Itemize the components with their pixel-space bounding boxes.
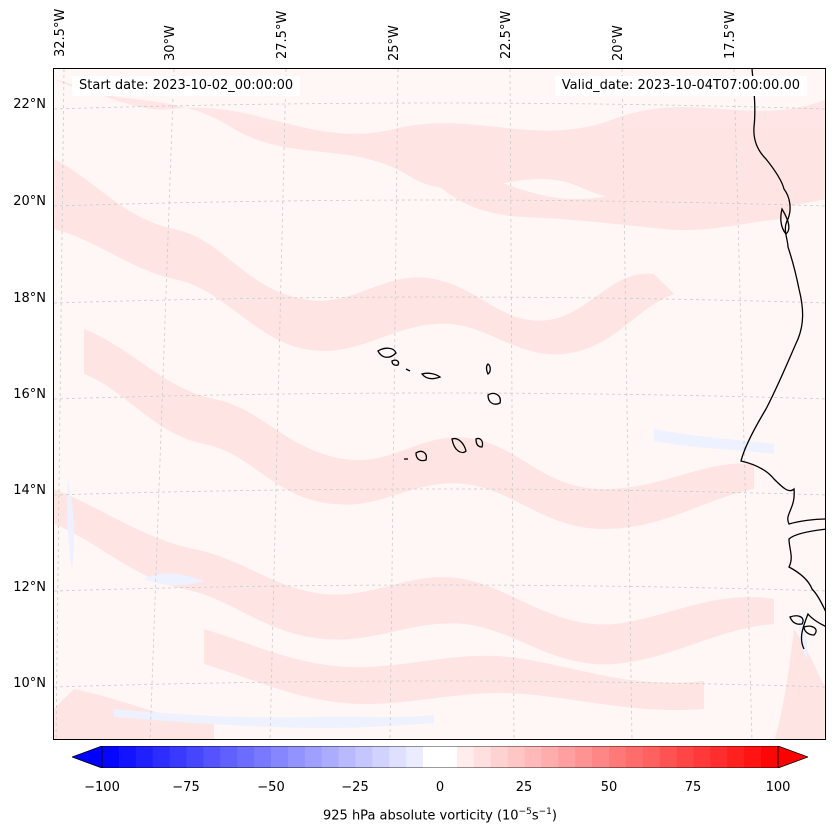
colorbar-cell (254, 746, 272, 768)
colorbar-cell (727, 746, 745, 768)
colorbar-cell (625, 746, 644, 768)
start-date-label: Start date: 2023-10-02_00:00:00 (72, 76, 301, 96)
colorbar-cell (169, 746, 187, 768)
colorbar-label-text: 925 hPa absolute vorticity (10 (323, 808, 519, 824)
colorbar-tick-50: 50 (600, 780, 618, 795)
colorbar-cell (237, 746, 255, 768)
colorbar-cell (693, 746, 711, 768)
colorbar-cell (676, 746, 694, 768)
colorbar (72, 746, 808, 768)
lat-label-18n: 18°N (13, 291, 46, 306)
colorbar-label-unit: s (531, 808, 539, 824)
lon-label-32-5w: 32.5°W (53, 8, 68, 57)
lat-label-20n: 20°N (13, 194, 46, 209)
colorbar-tick-100: 100 (765, 780, 791, 795)
coastline (740, 69, 825, 650)
colorbar-cell (440, 746, 458, 768)
colorbar-cell (507, 746, 525, 768)
colorbar-cell (135, 746, 154, 768)
colorbar-cell (220, 746, 238, 768)
colorbar-cell (287, 746, 306, 768)
colorbar-cell (186, 746, 204, 768)
colorbar-cell (118, 746, 137, 768)
colorbar-cell (490, 746, 509, 768)
colorbar-cell (102, 746, 120, 768)
positive-vorticity-field (54, 79, 825, 739)
colorbar-cell (203, 746, 221, 768)
lat-label-10n: 10°N (13, 676, 46, 691)
vorticity-map (54, 69, 825, 739)
colorbar-cell (541, 746, 559, 768)
colorbar-cell (642, 746, 661, 768)
colorbar-label: 925 hPa absolute vorticity (10−5s−1) (0, 807, 837, 823)
colorbar-cell (271, 746, 289, 768)
lat-label-16n: 16°N (13, 387, 46, 402)
map-panel[interactable] (53, 68, 826, 740)
colorbar-cell (710, 746, 728, 768)
colorbar-cell (592, 746, 610, 768)
lon-label-17-5w: 17.5°W (723, 10, 738, 59)
colorbar-cell (659, 746, 678, 768)
graticule (54, 69, 825, 739)
colorbar-cell (152, 746, 171, 768)
colorbar-cell (473, 746, 492, 768)
colorbar-cells (102, 746, 779, 768)
colorbar-cell (406, 746, 424, 768)
valid-date-label: Valid_date: 2023-10-04T07:00:00.00 (554, 76, 807, 96)
colorbar-cell (456, 746, 475, 768)
lon-label-27-5w: 27.5°W (275, 10, 290, 59)
colorbar-cell (744, 746, 762, 768)
colorbar-tick-25: 25 (515, 780, 533, 795)
colorbar-cell (609, 746, 627, 768)
colorbar-cell (524, 746, 542, 768)
africa-coast (740, 69, 825, 650)
lat-label-14n: 14°N (13, 483, 46, 498)
lon-label-22-5w: 22.5°W (499, 10, 514, 59)
lon-label-30w: 30°W (163, 25, 178, 61)
colorbar-tick-neg25: −25 (341, 780, 369, 795)
colorbar-cell (355, 746, 373, 768)
colorbar-tick-75: 75 (684, 780, 702, 795)
cape-verde-islands (377, 347, 501, 462)
colorbar-label-exp1: −5 (518, 807, 532, 817)
colorbar-cell (372, 746, 390, 768)
colorbar-cell (338, 746, 356, 768)
colorbar-label-exp2: −1 (538, 807, 552, 817)
colorbar-tick-neg75: −75 (172, 780, 200, 795)
colorbar-label-end: ) (551, 808, 557, 824)
lat-label-12n: 12°N (13, 580, 46, 595)
lon-label-25w: 25°W (387, 25, 402, 61)
colorbar-cell (321, 746, 340, 768)
colorbar-cell (575, 746, 593, 768)
colorbar-tick-neg100: −100 (84, 780, 120, 795)
colorbar-cell (558, 746, 576, 768)
colorbar-cell (389, 746, 407, 768)
colorbar-min-extend (72, 746, 103, 768)
colorbar-cell (761, 746, 779, 768)
lon-label-20w: 20°W (611, 25, 626, 61)
colorbar-max-extend (777, 746, 808, 768)
colorbar-cell (423, 746, 441, 768)
colorbar-tick-0: 0 (435, 780, 445, 795)
colorbar-tick-neg50: −50 (257, 780, 285, 795)
colorbar-cell (304, 746, 323, 768)
lat-label-22n: 22°N (13, 97, 46, 112)
